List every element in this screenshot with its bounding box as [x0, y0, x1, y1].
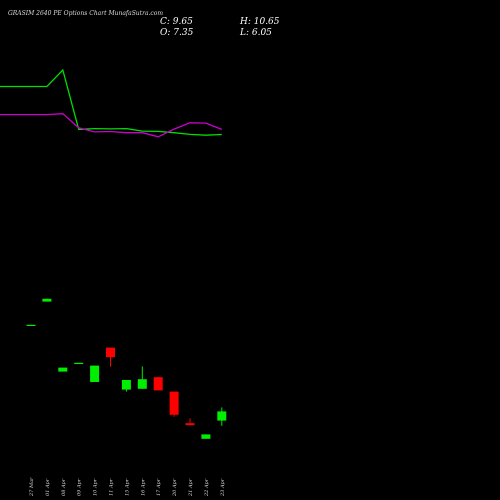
candles [26, 298, 227, 439]
x-tick-label: 23 Apr [220, 478, 226, 497]
candle [90, 365, 100, 382]
candle [169, 391, 179, 417]
indicator-line-2 [0, 113, 223, 138]
candle [106, 347, 115, 367]
candle [121, 380, 131, 392]
candle-body [26, 324, 36, 326]
x-tick-label: 08 Apr [61, 478, 67, 496]
x-tick-label: 11 Apr [109, 478, 115, 496]
candle [58, 367, 68, 372]
x-tick-label: 27 Mar [29, 477, 35, 497]
x-tick-label: 22 Apr [204, 478, 210, 497]
candle-body [42, 298, 52, 302]
x-tick-label: 01 Apr [45, 478, 51, 496]
x-axis-labels: 27 Mar 01 Apr 08 Apr 09 Apr 10 Apr 11 Apr 15 A… [29, 477, 226, 497]
candle-body [153, 377, 163, 391]
candle [42, 298, 52, 302]
candle-body [58, 367, 68, 372]
x-tick-label: 16 Apr [140, 478, 146, 496]
x-tick-label: 10 Apr [93, 478, 99, 496]
chart-title: GRASIM 2640 PE Options Chart MunafaSutra… [8, 10, 163, 17]
candle [137, 366, 147, 389]
open-value: O: 7.35 [160, 28, 194, 38]
x-tick-label: 21 Apr [188, 478, 194, 497]
close-value: C: 9.65 [160, 17, 193, 27]
candle [201, 434, 211, 439]
x-tick-label: 20 Apr [172, 478, 178, 497]
candle [26, 324, 36, 326]
candle-body [169, 391, 179, 415]
x-tick-label: 15 Apr [124, 478, 130, 496]
candle-body [201, 434, 211, 439]
candle-body [90, 365, 100, 382]
low-value: L: 6.05 [239, 28, 272, 38]
indicator-line-1 [0, 68, 222, 136]
candle-body [185, 423, 195, 426]
candle [185, 418, 195, 426]
candle [153, 377, 163, 391]
high-value: H: 10.65 [239, 17, 280, 27]
x-tick-label: 17 Apr [156, 478, 162, 496]
candle-body [106, 347, 115, 358]
indicator-lines [0, 68, 223, 138]
candle-body [121, 380, 131, 390]
candle [217, 407, 227, 426]
candle-body [217, 411, 227, 421]
candle-body [137, 379, 147, 389]
candle-body [74, 362, 84, 364]
candle [74, 362, 84, 364]
x-tick-label: 09 Apr [77, 478, 83, 496]
